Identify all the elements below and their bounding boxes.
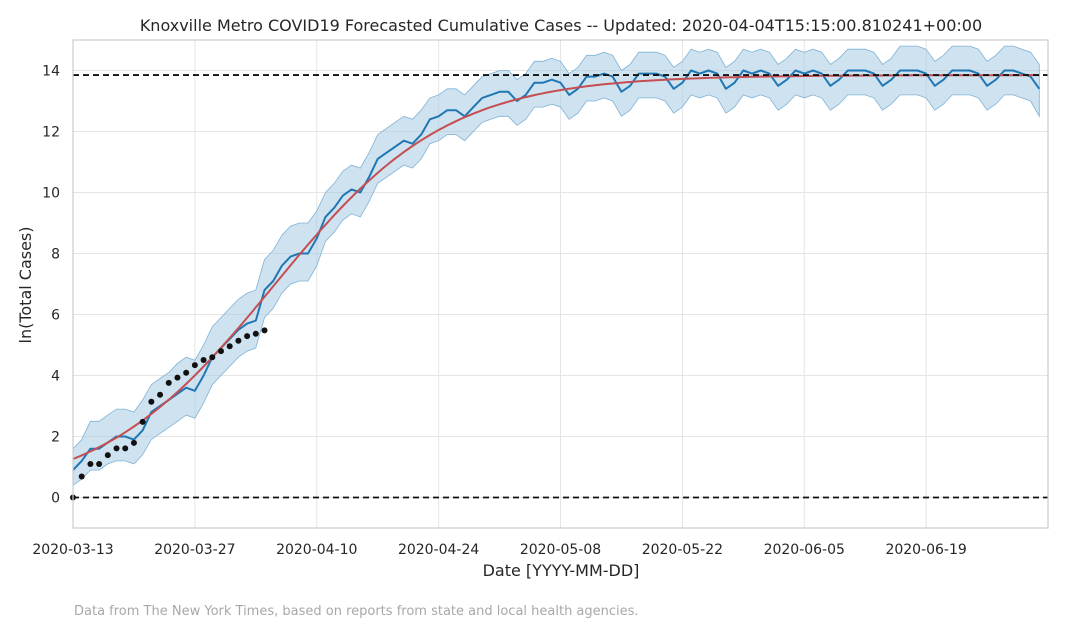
observed-point (183, 369, 190, 376)
forecast-band (72, 45, 1040, 487)
reference-lines (73, 74, 1048, 499)
observed-point (261, 327, 268, 334)
observed-point (191, 362, 198, 369)
x-tick-label: 2020-05-22 (642, 542, 723, 558)
observed-point (87, 460, 94, 467)
observed-point (130, 439, 137, 446)
observed-point (226, 343, 233, 350)
y-tick-label: 6 (51, 308, 60, 324)
chart-title: Knoxville Metro COVID19 Forecasted Cumul… (140, 16, 982, 35)
observed-point (78, 473, 85, 480)
observed-point (200, 356, 207, 363)
x-tick-labels: 2020-03-13 2020-03-27 2020-04-10 2020-04-24… (32, 542, 967, 558)
forecast-median-layer (72, 69, 1041, 471)
x-tick-label: 2020-03-13 (32, 542, 113, 558)
y-tick-label: 0 (51, 491, 60, 507)
observed-point (209, 354, 216, 361)
observed-point (122, 445, 129, 452)
y-axis-label: ln(Total Cases) (16, 226, 35, 343)
y-tick-label: 4 (51, 369, 60, 385)
observed-point (244, 333, 251, 340)
observed-point (217, 348, 224, 355)
x-axis-label: Date [YYYY-MM-DD] (483, 561, 640, 580)
y-tick-labels: 0 2 4 6 8 10 12 14 (42, 64, 60, 507)
x-tick-label: 2020-06-05 (764, 542, 845, 558)
forecast-median-line (72, 69, 1041, 471)
y-tick-label: 12 (42, 125, 60, 141)
observed-point (157, 391, 164, 398)
observed-point (235, 337, 242, 344)
y-tick-label: 10 (42, 186, 60, 202)
x-tick-label: 2020-04-24 (398, 542, 479, 558)
observed-point (104, 452, 111, 459)
y-tick-label: 2 (51, 430, 60, 446)
forecast-band-layer (72, 45, 1040, 487)
plot-frame (72, 39, 1049, 529)
x-tick-label: 2020-05-08 (520, 542, 601, 558)
source-footnote: Data from The New York Times, based on r… (74, 604, 639, 619)
observed-point (113, 445, 120, 452)
x-tick-label: 2020-06-19 (885, 542, 966, 558)
observed-point (165, 379, 172, 386)
observed-point (252, 330, 259, 337)
fit-curve (72, 74, 1040, 460)
observed-point (96, 460, 103, 467)
y-tick-label: 8 (51, 247, 60, 263)
grid-lines (72, 40, 1048, 528)
observed-point (139, 418, 146, 425)
fit-curve-layer (72, 74, 1040, 460)
x-tick-label: 2020-04-10 (276, 542, 357, 558)
y-tick-label: 14 (42, 64, 60, 80)
x-tick-label: 2020-03-27 (154, 542, 235, 558)
observed-point (174, 374, 181, 381)
observed-point (148, 398, 155, 405)
